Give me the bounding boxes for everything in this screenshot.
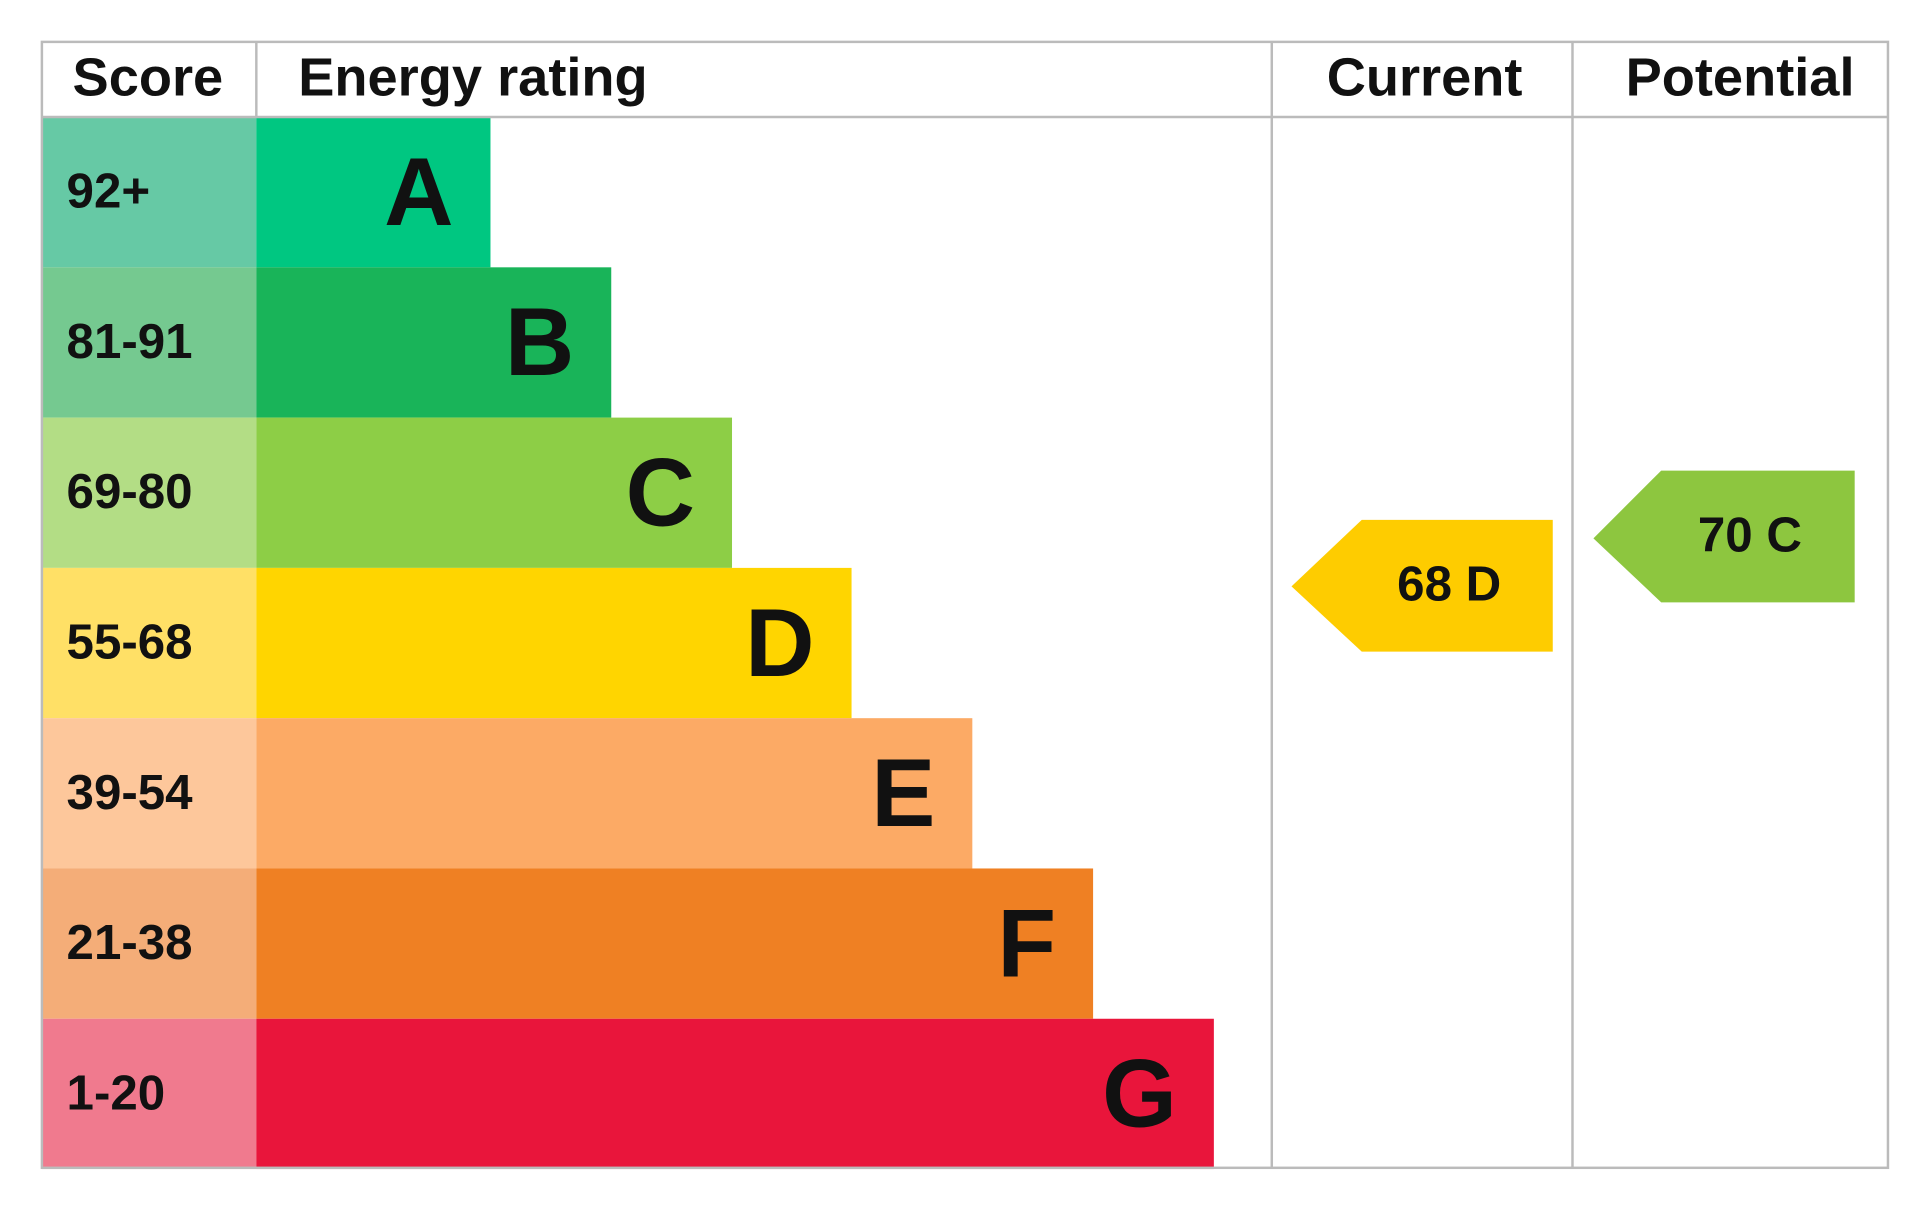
score-cell (41, 267, 257, 418)
rating-letter: F (997, 890, 1056, 997)
rating-bar (256, 117, 491, 268)
rating-letter: A (384, 139, 453, 246)
score-label: 39-54 (67, 765, 194, 820)
score-cell (41, 868, 257, 1019)
rating-rows: 92+ A 81-91 B 69-80 C 55-68 D 39-54 E 21-38 F 1-20 G (41, 117, 1214, 1170)
rating-letter: B (505, 289, 574, 396)
rating-bar (256, 718, 973, 869)
score-label: 1-20 (67, 1065, 166, 1120)
header-energy-rating: Energy rating (298, 48, 647, 108)
score-label: 55-68 (67, 615, 193, 670)
rating-bar (256, 417, 733, 568)
current-label: 68 D (1397, 557, 1501, 612)
potential-label: 70 C (1698, 507, 1802, 562)
rating-bar (256, 567, 852, 719)
score-cell (41, 417, 257, 568)
rating-bar (256, 868, 1094, 1019)
current-arrow (1291, 519, 1553, 652)
rating-letter: C (626, 440, 695, 547)
rating-letter: G (1102, 1041, 1177, 1148)
score-label: 92+ (67, 164, 151, 219)
rating-letter: E (871, 740, 935, 847)
header-potential: Potential (1626, 48, 1855, 108)
score-label: 69-80 (67, 464, 193, 519)
table-border (40, 40, 1890, 1170)
potential-rating: 70 C (1593, 470, 1855, 603)
score-cell (41, 1018, 257, 1170)
rating-bar (256, 1018, 1214, 1170)
header: Score Energy rating Current Potential (73, 48, 1855, 108)
current-rating: 68 D (1291, 519, 1553, 652)
header-current: Current (1327, 48, 1523, 108)
grid (40, 40, 1890, 1170)
header-score: Score (73, 48, 224, 108)
score-cell (41, 567, 257, 719)
rating-letter: D (745, 590, 814, 697)
score-label: 21-38 (67, 915, 193, 970)
score-label: 81-91 (67, 314, 193, 369)
rating-bar (256, 267, 612, 418)
score-cell (41, 117, 257, 268)
potential-arrow (1593, 470, 1855, 603)
score-cell (41, 718, 257, 869)
